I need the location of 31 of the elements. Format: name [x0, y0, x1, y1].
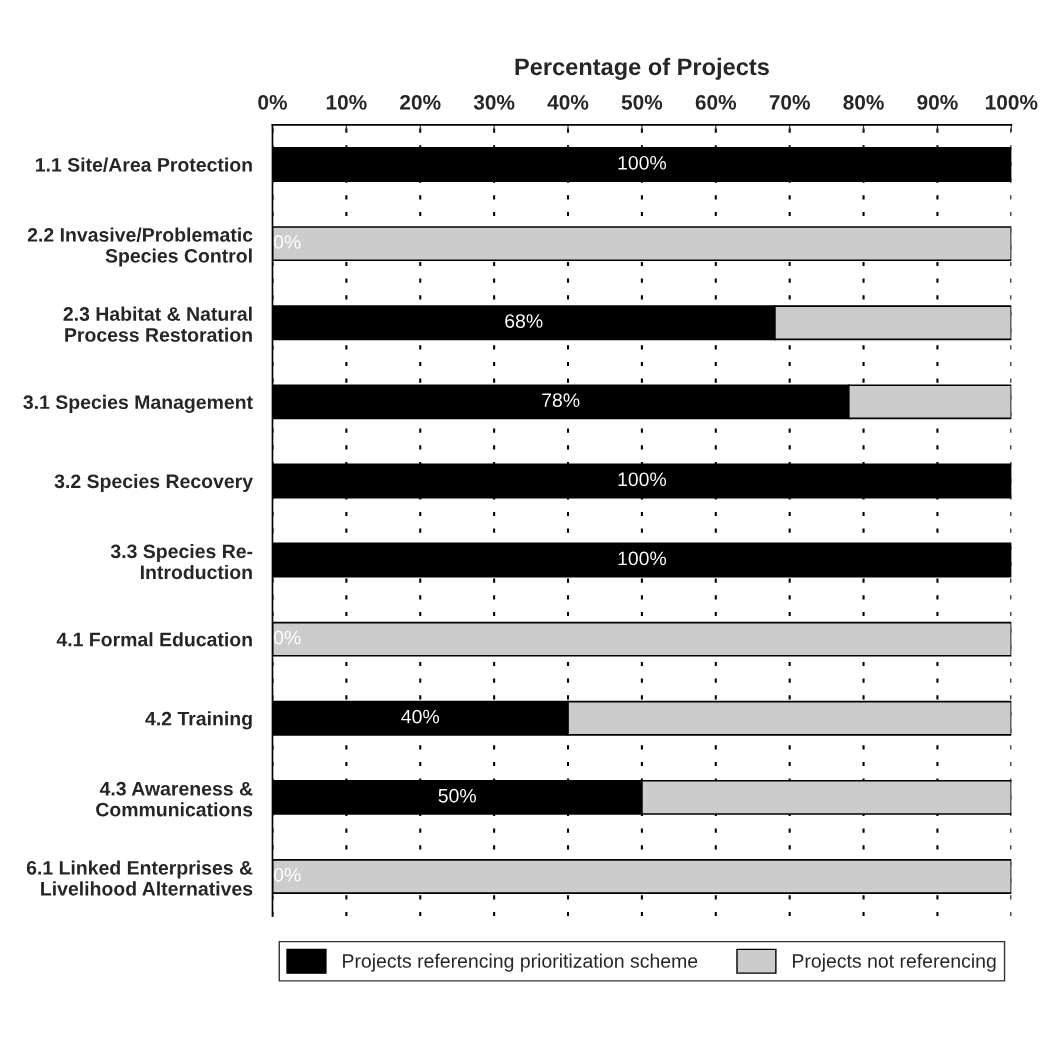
x-tick-label: 80%	[843, 94, 884, 110]
x-tick-label: 50%	[621, 94, 663, 110]
data-label: 100%	[618, 155, 667, 170]
legend-label: Projects referencing prioritization scheme	[343, 953, 698, 972]
data-label: 50%	[438, 788, 476, 803]
x-tick-label: 40%	[547, 94, 589, 110]
x-tick-label: 20%	[400, 94, 441, 110]
data-label: 78%	[542, 393, 580, 408]
y-tick-label: 3.2 Species Recovery	[54, 473, 253, 493]
x-axis-title: Percentage of Projects	[515, 57, 769, 80]
y-tick-label: 4.3 Awareness & Communications	[96, 781, 253, 817]
x-tick-label: 10%	[326, 94, 367, 110]
y-tick-label: 1.1 Site/Area Protection	[35, 157, 252, 172]
x-tick-label: 90%	[917, 94, 958, 110]
legend-label: Projects not referencing	[793, 953, 996, 972]
y-tick-label: 4.1 Formal Education	[56, 632, 252, 647]
y-tick-label: 2.2 Invasive/Problematic Species Control	[27, 227, 253, 267]
x-tick-label: 60%	[695, 94, 737, 110]
y-tick-label: 3.1 Species Management	[23, 394, 253, 413]
data-label: 100%	[618, 472, 667, 487]
x-tick-label: 100%	[985, 94, 1038, 110]
x-tick-label: 30%	[473, 94, 515, 110]
data-label: 68%	[505, 314, 543, 328]
y-tick-label: 3.3 Species Re- Introduction	[110, 543, 253, 580]
y-tick-label: 6.1 Linked Enterprises & Livelihood Alternatives	[26, 860, 253, 896]
x-tick-label: 70%	[769, 94, 810, 110]
data-label: 100%	[618, 551, 667, 566]
y-tick-label: 4.2 Training	[145, 711, 252, 730]
x-tick-label: 0%	[258, 94, 287, 110]
data-label: 40%	[401, 709, 440, 724]
y-tick-label: 2.3 Habitat & Natural Process Restoration	[63, 306, 252, 342]
